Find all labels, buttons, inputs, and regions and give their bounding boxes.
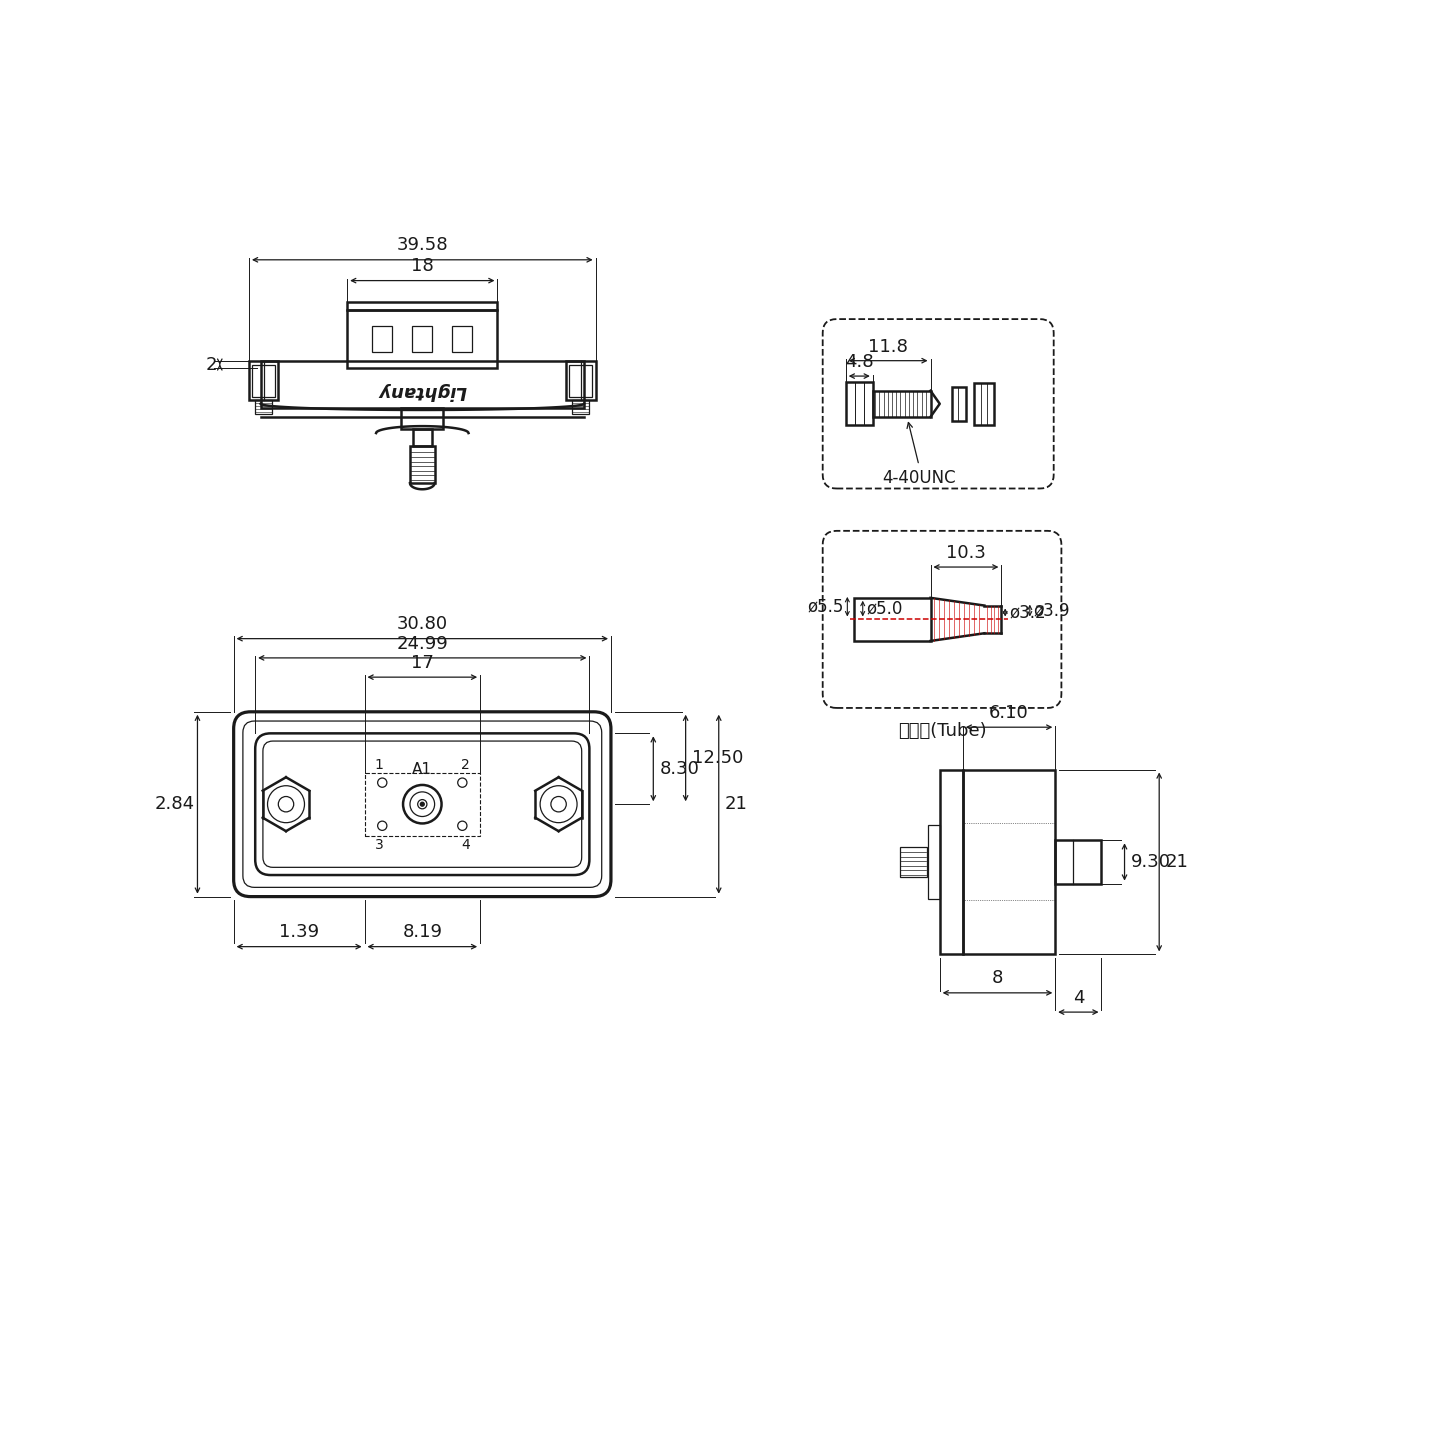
Text: 39.58: 39.58 bbox=[396, 236, 448, 255]
Text: 4: 4 bbox=[1073, 989, 1084, 1007]
Bar bbox=[963, 769, 1056, 955]
Text: 2: 2 bbox=[461, 757, 469, 772]
Text: 10.3: 10.3 bbox=[946, 544, 986, 563]
Text: 屏蔽管(Tube): 屏蔽管(Tube) bbox=[897, 721, 986, 740]
Text: ø3.9: ø3.9 bbox=[1034, 602, 1070, 619]
Text: 6.10: 6.10 bbox=[989, 704, 1030, 721]
Text: 9.30: 9.30 bbox=[1130, 852, 1171, 871]
Bar bbox=[929, 825, 940, 899]
Bar bbox=[249, 361, 278, 400]
Bar bbox=[402, 408, 444, 429]
Bar bbox=[900, 847, 927, 877]
Text: 1: 1 bbox=[374, 757, 383, 772]
Bar bbox=[973, 383, 994, 425]
Text: 4.8: 4.8 bbox=[845, 353, 874, 372]
Bar bbox=[452, 325, 472, 351]
Bar bbox=[1056, 841, 1102, 884]
Text: 30.80: 30.80 bbox=[397, 615, 448, 634]
Text: 8.19: 8.19 bbox=[402, 923, 442, 942]
Text: ø3.2: ø3.2 bbox=[1009, 603, 1045, 622]
Bar bbox=[952, 387, 966, 420]
Text: 4: 4 bbox=[461, 838, 469, 852]
Bar bbox=[566, 361, 596, 400]
Text: 1.39: 1.39 bbox=[279, 923, 320, 942]
Text: 3: 3 bbox=[374, 838, 383, 852]
Text: 8: 8 bbox=[992, 969, 1004, 988]
Text: Lightany: Lightany bbox=[377, 382, 467, 400]
Text: 21: 21 bbox=[724, 795, 747, 814]
Bar bbox=[410, 446, 435, 482]
Text: A1: A1 bbox=[412, 762, 432, 778]
Bar bbox=[364, 773, 480, 835]
Bar bbox=[854, 598, 930, 641]
Bar bbox=[845, 382, 873, 425]
Text: ø5.0: ø5.0 bbox=[867, 599, 903, 618]
Text: 17: 17 bbox=[410, 654, 433, 671]
Bar bbox=[569, 364, 592, 397]
Text: 2.84: 2.84 bbox=[154, 795, 194, 814]
Text: 11.8: 11.8 bbox=[868, 338, 909, 356]
Bar bbox=[873, 390, 930, 418]
Bar bbox=[347, 302, 497, 310]
Text: 24.99: 24.99 bbox=[396, 635, 448, 652]
Text: 8.30: 8.30 bbox=[660, 760, 700, 778]
Bar bbox=[255, 400, 272, 413]
Text: 4-40UNC: 4-40UNC bbox=[883, 469, 956, 487]
Bar bbox=[252, 364, 275, 397]
Bar bbox=[412, 325, 432, 351]
Bar bbox=[940, 769, 963, 955]
Bar bbox=[573, 400, 589, 413]
Text: 21: 21 bbox=[1165, 852, 1188, 871]
Text: 12.50: 12.50 bbox=[691, 749, 743, 768]
Text: 2: 2 bbox=[206, 356, 216, 373]
Circle shape bbox=[420, 802, 425, 806]
Bar bbox=[373, 325, 392, 351]
Text: ø5.5: ø5.5 bbox=[806, 598, 844, 616]
Text: 18: 18 bbox=[410, 258, 433, 275]
Bar bbox=[347, 310, 497, 367]
Bar bbox=[261, 361, 585, 408]
Bar bbox=[413, 429, 432, 446]
